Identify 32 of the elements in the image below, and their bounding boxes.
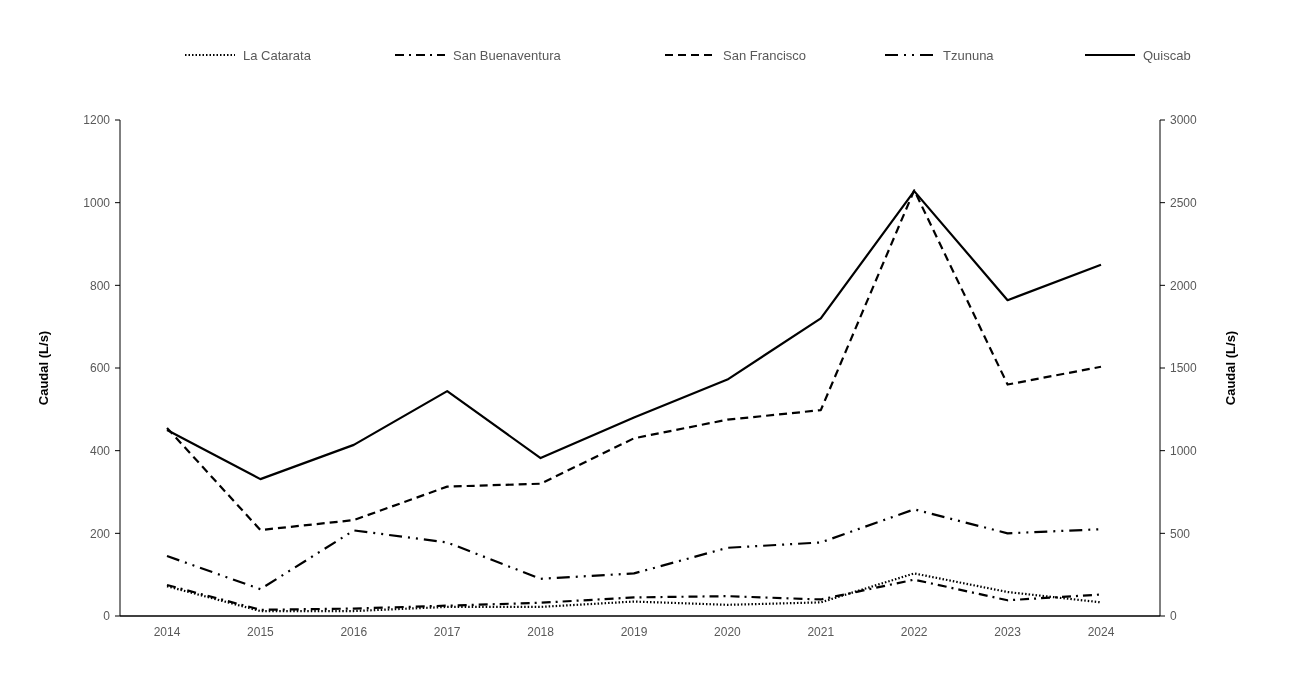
y2-tick-label: 2000 — [1170, 278, 1198, 293]
x-tick-label: 2015 — [247, 625, 275, 639]
y2-tick-label: 1500 — [1170, 361, 1198, 376]
legend-label: Quiscab — [1143, 47, 1191, 63]
x-tick-label: 2021 — [807, 625, 835, 639]
y-tick-label: 800 — [89, 278, 111, 293]
y2-tick-label: 500 — [1170, 526, 1191, 541]
legend-label: San Buenaventura — [453, 47, 562, 63]
legend-label: Tzununa — [943, 47, 995, 63]
y-axis-title: Caudal (L/s) — [36, 330, 51, 406]
x-tick-label: 2018 — [527, 625, 555, 639]
x-tick-label: 2017 — [433, 625, 461, 639]
x-tick-label: 2022 — [900, 625, 928, 639]
y2-tick-label: 1000 — [1170, 443, 1198, 458]
y2-tick-label: 2500 — [1170, 195, 1198, 210]
y-tick-label: 400 — [89, 443, 111, 458]
x-tick-label: 2024 — [1087, 625, 1115, 639]
y-tick-label: 1000 — [83, 195, 111, 210]
y2-tick-label: 3000 — [1170, 113, 1198, 128]
x-tick-label: 2014 — [153, 625, 181, 639]
legend-label: San Francisco — [723, 47, 807, 63]
y-tick-label: 0 — [103, 609, 111, 624]
y-tick-label: 200 — [89, 526, 111, 541]
y2-tick-label: 0 — [1170, 609, 1177, 624]
x-tick-label: 2016 — [340, 625, 368, 639]
x-tick-label: 2020 — [714, 625, 742, 639]
y-tick-label: 600 — [89, 361, 111, 376]
y2-axis-title: Caudal (L/s) — [1223, 330, 1238, 406]
x-tick-label: 2019 — [620, 625, 648, 639]
x-tick-label: 2023 — [994, 625, 1022, 639]
legend-label: La Catarata — [243, 47, 312, 63]
y-tick-label: 1200 — [83, 113, 111, 128]
